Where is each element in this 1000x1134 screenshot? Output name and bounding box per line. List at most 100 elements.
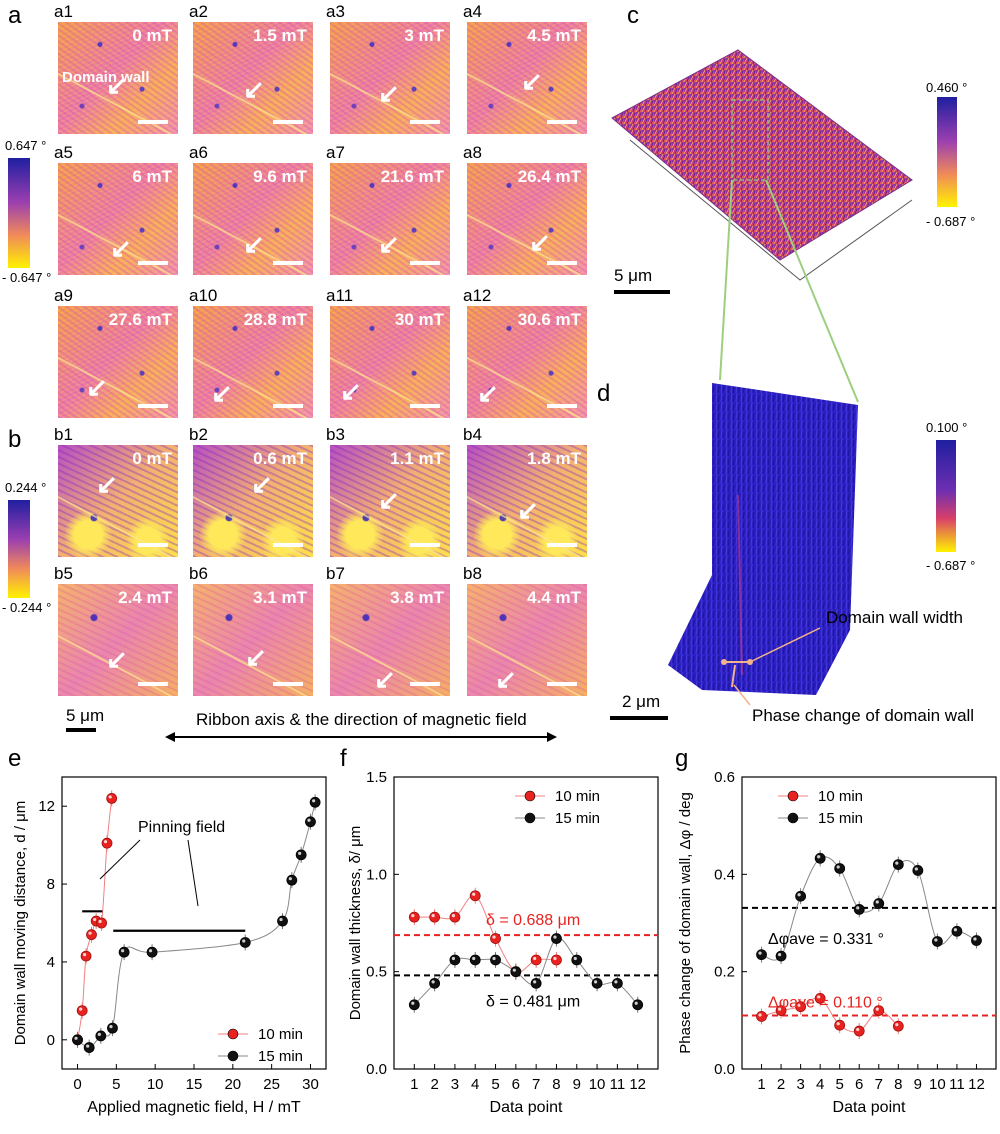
data-point-highlight xyxy=(875,1007,879,1011)
y-tick-label: 0.6 xyxy=(714,769,735,786)
x-tick-label: 4 xyxy=(816,1076,824,1093)
data-point xyxy=(305,816,316,828)
x-tick-label: 4 xyxy=(471,1076,479,1093)
x-tick-label: 7 xyxy=(875,1076,883,1093)
scale-bar xyxy=(547,543,577,547)
field-value: 27.6 mT xyxy=(108,310,172,329)
arrow-icon: ↙ xyxy=(106,70,128,100)
ribbon-axis-label: Ribbon axis & the direction of magnetic … xyxy=(196,710,527,729)
x-tick-label: 11 xyxy=(949,1076,965,1093)
data-point-highlight xyxy=(593,980,598,984)
data-point xyxy=(912,865,924,876)
colorbar-c xyxy=(937,97,957,207)
colorbar-b-top: 0.244 ° xyxy=(5,480,47,495)
data-point-highlight xyxy=(108,795,112,799)
data-point xyxy=(873,898,885,909)
data-point-highlight xyxy=(86,1044,90,1048)
x-tick-label: 6 xyxy=(855,1076,863,1093)
arrow-icon: ↙ xyxy=(517,495,539,525)
data-point-highlight xyxy=(973,937,977,941)
b-phase-image: 2.4 mT ↙ xyxy=(58,584,178,696)
data-point-highlight xyxy=(914,867,918,871)
field-value: 0.6 mT xyxy=(253,449,307,468)
data-point-highlight xyxy=(777,952,782,957)
arrow-icon: ↙ xyxy=(245,642,267,672)
data-point-highlight xyxy=(431,914,435,918)
legend-marker xyxy=(227,1050,239,1062)
x-tick-label: 5 xyxy=(112,1076,120,1093)
x-tick-label: 10 xyxy=(589,1076,606,1093)
data-point-highlight xyxy=(93,917,97,922)
zoom-box xyxy=(731,99,769,181)
data-point-highlight xyxy=(817,855,821,859)
field-value: 0 mT xyxy=(132,449,172,468)
field-value: 1.5 mT xyxy=(253,26,307,45)
a-tile-label: a4 xyxy=(463,2,482,21)
data-point xyxy=(530,977,542,989)
data-point xyxy=(106,793,118,804)
legend-label: 15 min xyxy=(818,810,863,827)
b-tile-label: b8 xyxy=(463,564,482,583)
scale-bar xyxy=(273,120,303,124)
data-point xyxy=(277,915,288,927)
data-point-highlight xyxy=(411,1001,415,1005)
a-phase-image: 6 mT ↙ xyxy=(58,163,178,275)
y-tick-label: 0 xyxy=(47,1032,55,1049)
a-phase-image: 9.6 mT ↙ xyxy=(193,163,313,275)
a-phase-image: 30.6 mT ↙ xyxy=(467,306,587,418)
x-tick-label: 12 xyxy=(629,1076,646,1093)
scale-bar xyxy=(138,682,168,686)
data-point xyxy=(101,837,113,849)
data-point-highlight xyxy=(472,892,476,896)
scale-bar-d xyxy=(610,716,668,720)
scale-bar xyxy=(273,543,303,547)
data-point xyxy=(239,937,251,948)
scale-bar-c xyxy=(614,290,670,294)
data-point xyxy=(309,796,321,808)
x-tick-label: 2 xyxy=(777,1076,785,1093)
legend-marker xyxy=(524,790,536,802)
legend-label: 15 min xyxy=(258,1048,303,1065)
legend-label: 10 min xyxy=(555,788,600,805)
a-phase-image: 21.6 mT ↙ xyxy=(330,163,450,275)
pinning-field-label: Pinning field xyxy=(138,819,225,836)
arrow-icon: ↙ xyxy=(96,469,118,499)
data-point-highlight xyxy=(533,980,537,984)
data-point xyxy=(853,1025,865,1037)
a-tile-label: a1 xyxy=(54,2,73,21)
field-value: 1.8 mT xyxy=(527,449,581,468)
y-tick-label: 0.0 xyxy=(714,1061,735,1078)
data-point-highlight xyxy=(472,956,476,961)
data-point xyxy=(449,954,461,966)
x-tick-label: 6 xyxy=(512,1076,520,1093)
panel-f-letter: f xyxy=(340,745,347,772)
y-axis-label: Phase change of domain wall, Δφ / deg xyxy=(677,792,694,1054)
y-tick-label: 4 xyxy=(47,954,55,971)
arrow-icon: ↙ xyxy=(243,74,265,104)
data-point xyxy=(756,949,767,961)
x-tick-label: 8 xyxy=(894,1076,902,1093)
data-point xyxy=(469,890,481,902)
data-point-highlight xyxy=(109,1025,113,1029)
x-tick-label: 5 xyxy=(836,1076,844,1093)
data-point xyxy=(408,999,420,1011)
y-tick-label: 0.2 xyxy=(714,964,735,981)
b-phase-image: 3.1 mT ↙ xyxy=(193,584,313,696)
arrow-icon: ↙ xyxy=(110,233,132,263)
scale-bar xyxy=(273,404,303,408)
y-axis-label: Domain wall thickness, δ/ μm xyxy=(347,826,364,1021)
average-label-10: δ = 0.688 μm xyxy=(486,912,580,929)
x-tick-label: 15 xyxy=(186,1076,203,1093)
data-point-highlight xyxy=(492,956,496,961)
x-axis-label: Applied magnetic field, H / mT xyxy=(87,1099,301,1116)
x-tick-label: 10 xyxy=(929,1076,946,1093)
legend-label: 10 min xyxy=(818,788,863,805)
x-tick-label: 7 xyxy=(532,1076,540,1093)
data-point-highlight xyxy=(758,1013,762,1017)
field-value: 3 mT xyxy=(404,26,444,45)
data-point-highlight xyxy=(431,980,435,984)
x-tick-label: 3 xyxy=(451,1076,459,1093)
scale-bar xyxy=(410,682,440,686)
data-point xyxy=(510,966,522,978)
data-point-highlight xyxy=(797,893,801,897)
